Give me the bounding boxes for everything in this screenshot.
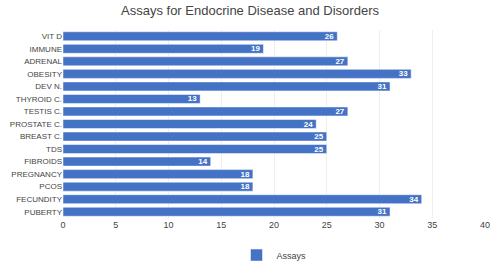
svg-text:FIBROIDS: FIBROIDS [24, 157, 62, 166]
svg-text:19: 19 [251, 44, 260, 53]
svg-text:Assays for Endocrine Disease a: Assays for Endocrine Disease and Disorde… [121, 3, 379, 18]
svg-text:IMMUNE: IMMUNE [30, 45, 62, 54]
svg-text:14: 14 [198, 157, 207, 166]
svg-text:PREGNANCY: PREGNANCY [11, 170, 62, 179]
svg-text:35: 35 [427, 220, 437, 230]
svg-text:FECUNDITY: FECUNDITY [16, 195, 62, 204]
svg-text:20: 20 [269, 220, 279, 230]
svg-text:24: 24 [304, 120, 313, 129]
svg-text:5: 5 [113, 220, 118, 230]
svg-text:27: 27 [335, 57, 344, 66]
svg-text:34: 34 [409, 195, 418, 204]
svg-text:DEV N.: DEV N. [35, 82, 62, 91]
svg-text:13: 13 [188, 94, 197, 103]
svg-text:OBESITY: OBESITY [27, 70, 62, 79]
svg-text:15: 15 [216, 220, 226, 230]
svg-text:0: 0 [60, 220, 65, 230]
svg-text:THYROID C.: THYROID C. [16, 95, 62, 104]
svg-text:27: 27 [335, 107, 344, 116]
svg-text:PUBERTY: PUBERTY [24, 208, 62, 217]
svg-text:18: 18 [240, 170, 249, 179]
svg-text:18: 18 [240, 182, 249, 191]
svg-text:25: 25 [322, 220, 332, 230]
svg-text:PCOS: PCOS [39, 182, 62, 191]
svg-text:PROSTATE C.: PROSTATE C. [10, 120, 62, 129]
svg-text:40: 40 [480, 220, 490, 230]
svg-text:25: 25 [314, 132, 323, 141]
svg-text:25: 25 [314, 145, 323, 154]
svg-text:ADRENAL: ADRENAL [24, 57, 62, 66]
svg-text:31: 31 [378, 207, 387, 216]
svg-text:VIT D: VIT D [42, 32, 63, 41]
svg-text:31: 31 [378, 82, 387, 91]
svg-text:BREAST C.: BREAST C. [20, 132, 62, 141]
svg-text:33: 33 [399, 69, 408, 78]
svg-text:30: 30 [374, 220, 384, 230]
svg-text:26: 26 [325, 32, 334, 41]
svg-text:10: 10 [163, 220, 173, 230]
svg-text:TDS: TDS [46, 145, 62, 154]
svg-text:Assays: Assays [277, 251, 307, 261]
svg-text:TESTIS C.: TESTIS C. [24, 107, 62, 116]
